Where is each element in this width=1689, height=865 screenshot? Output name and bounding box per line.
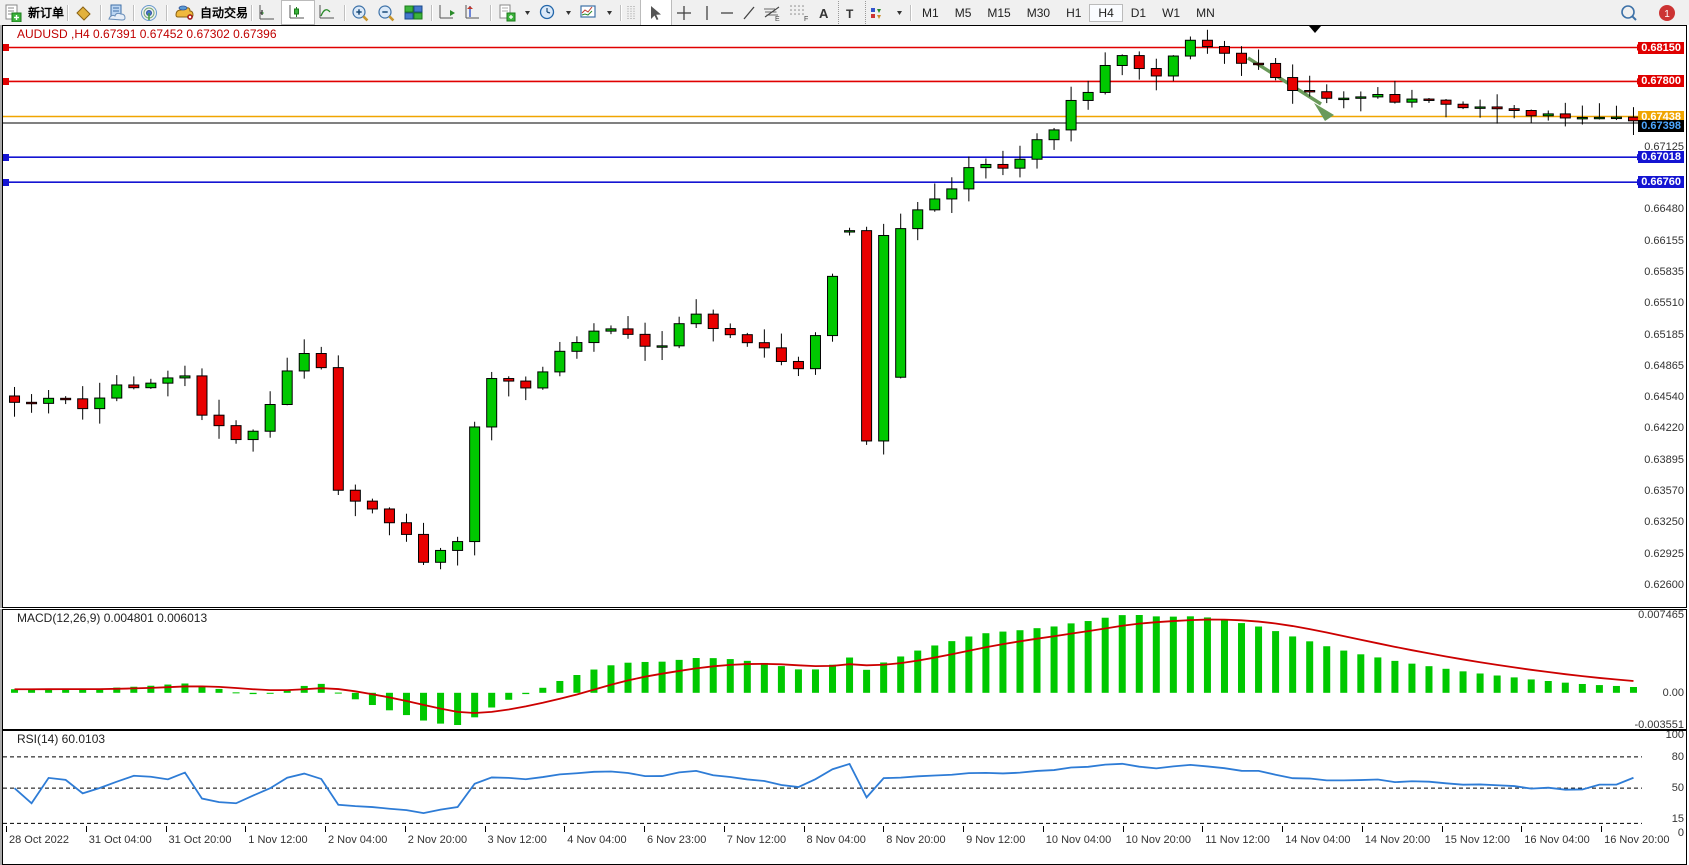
svg-text:T: T	[846, 7, 854, 21]
svg-text:E: E	[775, 16, 780, 22]
svg-text:A: A	[819, 6, 829, 21]
svg-text:1: 1	[1664, 9, 1670, 20]
svg-text:F: F	[804, 16, 808, 22]
